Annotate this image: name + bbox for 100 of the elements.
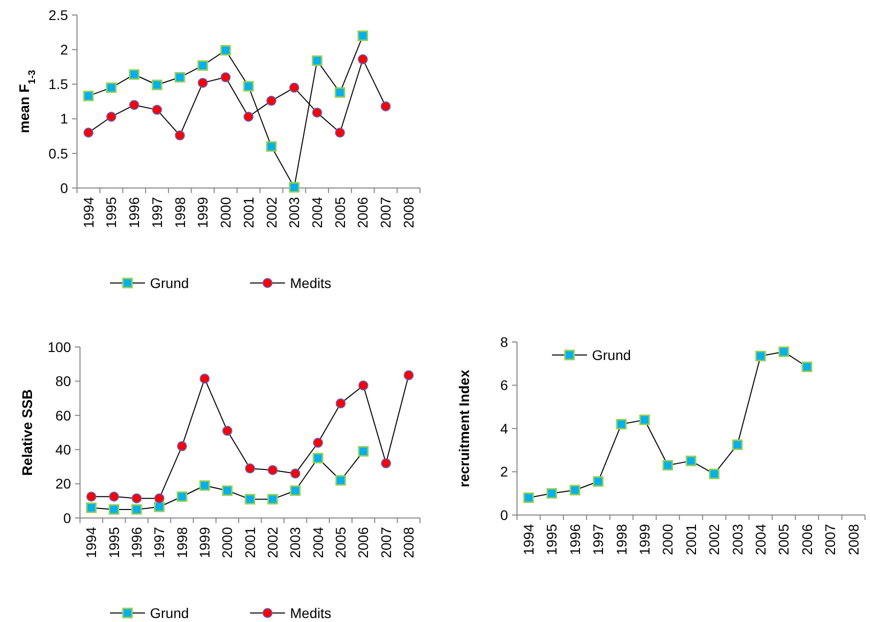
point (220, 45, 231, 56)
x-tick-label: 1997 (148, 196, 165, 228)
x-tick-label: 1995 (106, 526, 122, 558)
point (108, 504, 120, 515)
point (131, 504, 142, 515)
x-tick-label: 2001 (242, 526, 258, 558)
point (152, 104, 162, 115)
y-tick-label: 0 (60, 180, 68, 196)
point (335, 475, 346, 486)
point (268, 465, 278, 476)
point (109, 492, 119, 502)
x-tick-label: 1999 (196, 526, 213, 558)
point (546, 488, 558, 499)
x-tick-label: 2001 (240, 196, 256, 228)
point (380, 101, 391, 112)
x-tick-label: 2006 (354, 196, 371, 228)
point (523, 492, 534, 503)
point (404, 370, 414, 380)
x-tick-label: 1996 (566, 524, 583, 556)
y-tick-label: 6 (500, 377, 508, 394)
y-tick-label: 2.5 (48, 6, 68, 23)
x-tick-label: 2002 (264, 526, 281, 558)
point (592, 476, 604, 487)
x-tick-label: 2000 (218, 196, 234, 228)
x-tick-label: 2008 (845, 524, 862, 556)
legend-label: Grund (150, 274, 189, 291)
y-tick-label: 0.5 (48, 145, 68, 162)
x-tick-label: 1994 (83, 526, 100, 558)
x-tick-label: 2005 (776, 524, 792, 556)
x-tick-label: 2007 (378, 526, 394, 558)
point (198, 78, 208, 88)
point (708, 468, 720, 480)
point (198, 60, 208, 71)
point (334, 128, 345, 138)
x-tick-label: 2000 (219, 526, 236, 558)
point (129, 100, 140, 110)
x-tick-label: 2000 (660, 524, 676, 556)
x-tick-label: 1998 (174, 526, 190, 558)
x-tick-label: 2003 (287, 526, 304, 558)
point (244, 112, 254, 122)
x-tick-label: 2004 (752, 524, 768, 556)
point (243, 81, 254, 92)
point (616, 418, 627, 430)
point (174, 72, 186, 83)
y-tick-label: 0 (63, 510, 72, 526)
x-tick-label: 1995 (544, 524, 560, 556)
legend-label: Medits (290, 274, 332, 291)
point (662, 460, 674, 471)
x-tick-label: 2005 (332, 526, 349, 558)
y-tick-label: 1.5 (48, 76, 68, 92)
x-tick-label: 2002 (263, 196, 280, 228)
point (778, 346, 790, 357)
x-tick-label: 2003 (729, 524, 746, 556)
point (152, 80, 162, 90)
x-tick-label: 1999 (194, 196, 211, 228)
point (312, 55, 322, 66)
point (267, 494, 278, 504)
x-tick-label: 1998 (613, 524, 630, 556)
y-tick-label: 20 (55, 476, 72, 492)
point (732, 439, 743, 450)
point (132, 493, 142, 504)
x-tick-label: 2005 (332, 196, 348, 228)
x-tick-label: 2004 (310, 526, 326, 558)
legend-label: Grund (150, 604, 189, 621)
point (154, 502, 165, 512)
x-tick-label: 1996 (126, 196, 142, 228)
point (199, 480, 210, 491)
point (290, 485, 301, 496)
y-tick-label: 1 (60, 110, 68, 127)
point (358, 380, 368, 390)
point (312, 108, 322, 118)
point (686, 456, 696, 466)
x-tick-label: 2004 (309, 196, 325, 228)
x-tick-label: 1998 (172, 196, 188, 228)
point (288, 182, 300, 193)
point (220, 72, 231, 82)
x-tick-label: 1994 (80, 196, 96, 228)
point (86, 502, 97, 513)
point (86, 492, 96, 502)
x-tick-label: 2003 (286, 196, 302, 228)
point (358, 446, 369, 457)
point (570, 484, 580, 496)
point (381, 458, 391, 468)
x-tick-label: 2008 (400, 526, 417, 558)
y-tick-label: 8 (500, 334, 508, 350)
point (313, 438, 323, 448)
point (83, 90, 94, 102)
x-tick-label: 1996 (128, 526, 145, 558)
point (290, 468, 300, 479)
x-tick-label: 1997 (151, 526, 168, 558)
x-tick-label: 1997 (590, 524, 606, 556)
x-tick-label: 1999 (636, 524, 652, 556)
y-axis-title: recruitment Index (456, 370, 472, 488)
y-tick-label: 60 (55, 407, 72, 424)
point (83, 128, 94, 138)
y-tick-label: 0 (500, 506, 508, 523)
x-tick-label: 2006 (798, 524, 815, 556)
point (106, 112, 116, 122)
point (358, 54, 368, 64)
point (336, 398, 346, 408)
